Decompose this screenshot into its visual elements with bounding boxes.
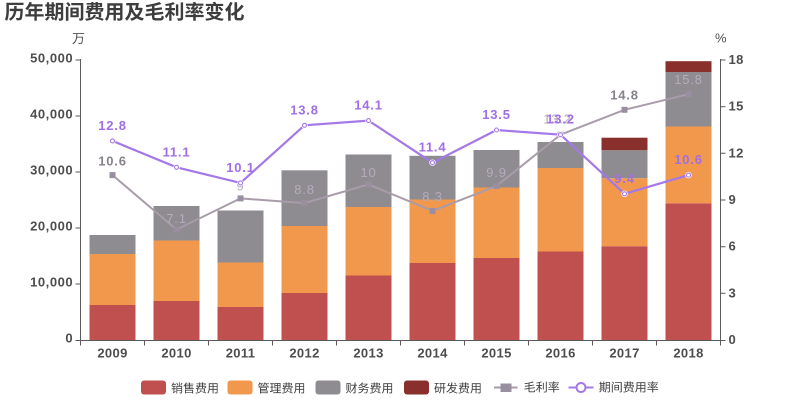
svg-text:10.1: 10.1 <box>226 160 255 175</box>
svg-text:30,000: 30,000 <box>30 163 73 178</box>
svg-text:13.2: 13.2 <box>546 112 575 127</box>
svg-text:9: 9 <box>729 192 737 207</box>
svg-text:8.8: 8.8 <box>294 182 314 197</box>
svg-text:2009: 2009 <box>97 346 127 361</box>
svg-text:18: 18 <box>729 52 744 67</box>
svg-text:11.4: 11.4 <box>419 140 447 155</box>
svg-text:2011: 2011 <box>226 346 256 361</box>
svg-text:0: 0 <box>729 332 737 347</box>
svg-text:10.6: 10.6 <box>674 152 703 167</box>
svg-text:13.2: 13.2 <box>543 112 572 127</box>
svg-text:8.3: 8.3 <box>422 189 442 204</box>
svg-text:2010: 2010 <box>161 346 191 361</box>
svg-text:10,000: 10,000 <box>30 275 73 290</box>
svg-text:2013: 2013 <box>353 346 383 361</box>
svg-text:40,000: 40,000 <box>30 107 73 122</box>
svg-text:10.6: 10.6 <box>98 154 127 169</box>
svg-text:9.9: 9.9 <box>486 165 506 180</box>
svg-text:0: 0 <box>65 331 73 346</box>
svg-text:2016: 2016 <box>545 346 575 361</box>
svg-text:11.1: 11.1 <box>163 144 191 159</box>
svg-text:13.5: 13.5 <box>482 107 511 122</box>
svg-text:14.1: 14.1 <box>354 98 383 113</box>
svg-text:9: 9 <box>236 179 244 194</box>
svg-text:%: % <box>715 31 727 46</box>
svg-text:15.8: 15.8 <box>674 72 703 87</box>
svg-text:20,000: 20,000 <box>30 219 73 234</box>
svg-text:50,000: 50,000 <box>30 51 73 66</box>
svg-text:13.8: 13.8 <box>290 102 319 117</box>
svg-text:6: 6 <box>729 239 737 254</box>
svg-text:2018: 2018 <box>673 346 703 361</box>
svg-text:2012: 2012 <box>289 346 319 361</box>
svg-text:2014: 2014 <box>417 346 448 361</box>
svg-text:9.4: 9.4 <box>614 171 634 186</box>
svg-text:10: 10 <box>360 165 376 180</box>
svg-text:14.8: 14.8 <box>610 88 639 103</box>
svg-text:7.1: 7.1 <box>166 211 186 226</box>
svg-text:15: 15 <box>729 99 744 114</box>
svg-text:2015: 2015 <box>481 346 511 361</box>
svg-text:2017: 2017 <box>609 346 639 361</box>
svg-text:3: 3 <box>729 285 737 300</box>
svg-text:12: 12 <box>729 145 744 160</box>
svg-text:12.8: 12.8 <box>98 118 127 133</box>
